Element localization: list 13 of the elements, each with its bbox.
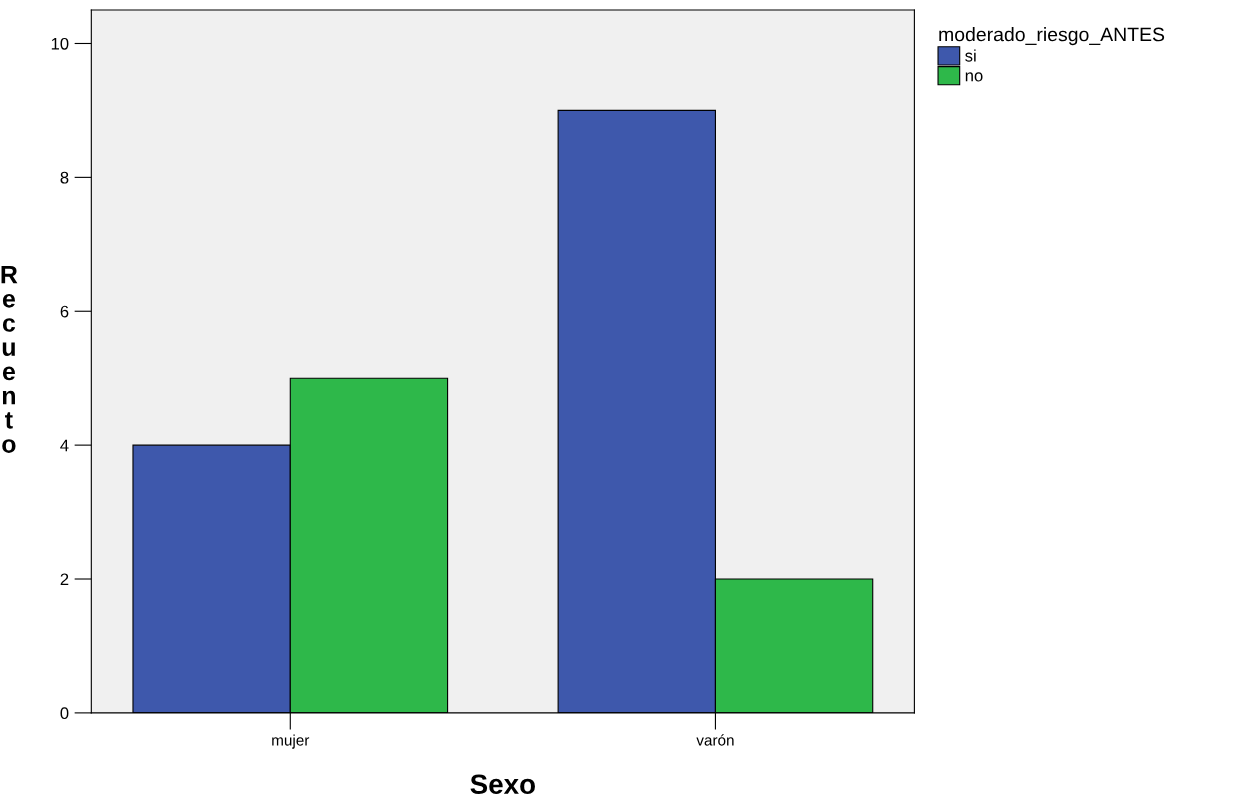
y-tick-label: 8 xyxy=(60,171,69,184)
legend-label: no xyxy=(965,72,983,82)
legend-label: si xyxy=(965,49,976,62)
x-axis-title: Sexo xyxy=(470,774,535,795)
y-tick-label: 6 xyxy=(60,305,69,318)
legend-title: moderado_riesgo_ANTES xyxy=(939,27,1165,46)
x-tick-label: varón xyxy=(696,734,734,746)
y-tick-label: 10 xyxy=(51,37,69,50)
y-tick-label: 0 xyxy=(60,707,69,720)
y-tick-label: 2 xyxy=(60,573,69,586)
x-tick-label: mujer xyxy=(272,734,310,749)
y-axis-title: Recuento xyxy=(1,265,18,453)
y-tick-label: 4 xyxy=(60,439,69,452)
